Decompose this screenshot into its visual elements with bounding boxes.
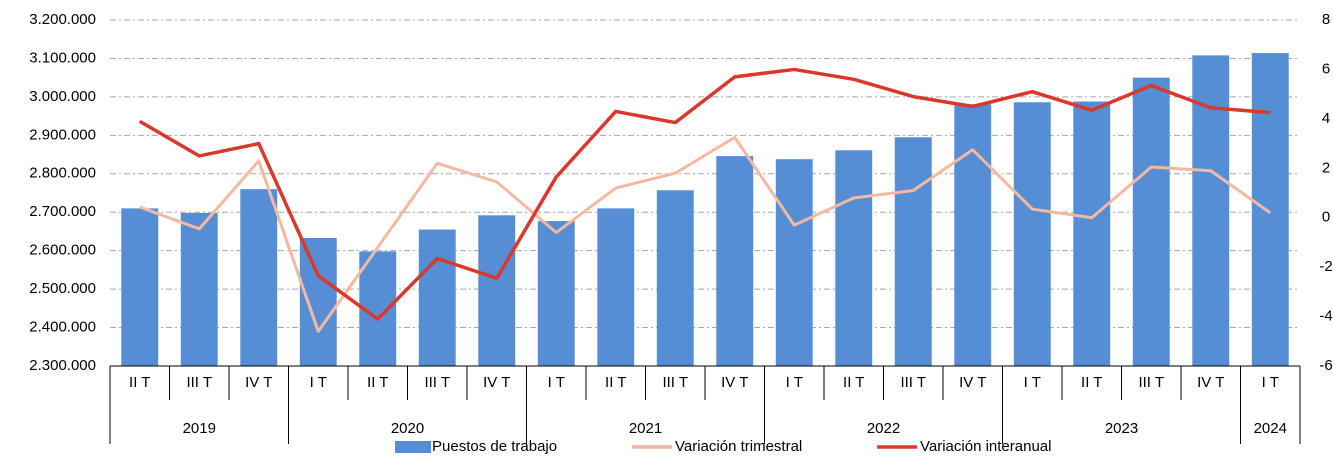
x-tick-label: I T bbox=[1262, 374, 1279, 391]
bar bbox=[1132, 77, 1170, 367]
x-tick-label: IV T bbox=[959, 374, 986, 391]
y2-tick-label: 8 bbox=[1322, 11, 1330, 28]
y2-tick-label: 2 bbox=[1322, 159, 1330, 176]
y-tick-label: 2.800.000 bbox=[29, 165, 96, 182]
legend-label: Variación trimestral bbox=[675, 438, 802, 455]
y-tick-label: 2.700.000 bbox=[29, 203, 96, 220]
bar bbox=[775, 159, 813, 366]
x-tick-label: III T bbox=[662, 374, 688, 391]
x-tick-label: III T bbox=[186, 374, 212, 391]
y-tick-label: 2.300.000 bbox=[29, 357, 96, 374]
bar bbox=[418, 229, 456, 366]
legend-swatch bbox=[395, 441, 431, 453]
y-tick-label: 2.500.000 bbox=[29, 280, 96, 297]
bar bbox=[478, 215, 516, 366]
year-label: 2021 bbox=[629, 420, 662, 437]
x-tick-label: III T bbox=[1138, 374, 1164, 391]
x-tick-label: I T bbox=[310, 374, 327, 391]
x-tick-label: II T bbox=[129, 374, 150, 391]
x-tick-label: IV T bbox=[721, 374, 748, 391]
bar bbox=[537, 221, 575, 366]
x-tick-label: II T bbox=[1081, 374, 1102, 391]
y-tick-label: 3.200.000 bbox=[29, 11, 96, 28]
bar bbox=[240, 189, 278, 366]
bar bbox=[121, 208, 159, 366]
y2-tick-label: -6 bbox=[1319, 357, 1332, 374]
x-tick-label: II T bbox=[605, 374, 626, 391]
bar bbox=[1073, 101, 1111, 366]
x-tick-label: I T bbox=[1024, 374, 1041, 391]
x-tick-label: II T bbox=[843, 374, 864, 391]
y2-tick-label: 4 bbox=[1322, 110, 1330, 127]
y-tick-label: 3.000.000 bbox=[29, 88, 96, 105]
x-tick-label: I T bbox=[548, 374, 565, 391]
y-tick-label: 2.600.000 bbox=[29, 242, 96, 259]
bar bbox=[716, 156, 754, 366]
year-label: 2020 bbox=[391, 420, 424, 437]
y-tick-label: 2.400.000 bbox=[29, 319, 96, 336]
bar bbox=[835, 150, 873, 366]
x-tick-label: IV T bbox=[483, 374, 510, 391]
bar bbox=[894, 137, 932, 366]
x-tick-label: I T bbox=[786, 374, 803, 391]
legend-label: Puestos de trabajo bbox=[432, 438, 557, 455]
bar bbox=[656, 190, 694, 366]
x-tick-label: III T bbox=[900, 374, 926, 391]
year-label: 2024 bbox=[1254, 420, 1287, 437]
bar bbox=[954, 104, 992, 367]
y2-tick-label: -2 bbox=[1319, 258, 1332, 275]
x-tick-label: III T bbox=[424, 374, 450, 391]
legend-label: Variación interanual bbox=[920, 438, 1051, 455]
y2-tick-label: -4 bbox=[1319, 308, 1332, 325]
year-label: 2023 bbox=[1105, 420, 1138, 437]
line bbox=[139, 135, 1272, 333]
bar bbox=[180, 212, 218, 366]
x-tick-label: II T bbox=[367, 374, 388, 391]
x-tick-label: IV T bbox=[245, 374, 272, 391]
x-tick-label: IV T bbox=[1197, 374, 1224, 391]
line bbox=[138, 67, 1271, 321]
bar bbox=[597, 208, 635, 366]
y2-tick-label: 0 bbox=[1322, 209, 1330, 226]
year-label: 2022 bbox=[867, 420, 900, 437]
year-label: 2019 bbox=[183, 420, 216, 437]
y-tick-label: 2.900.000 bbox=[29, 126, 96, 143]
y-tick-label: 3.100.000 bbox=[29, 49, 96, 66]
y2-tick-label: 6 bbox=[1322, 60, 1330, 77]
bar bbox=[1013, 102, 1051, 366]
bar bbox=[1251, 53, 1289, 366]
bar bbox=[299, 237, 337, 366]
